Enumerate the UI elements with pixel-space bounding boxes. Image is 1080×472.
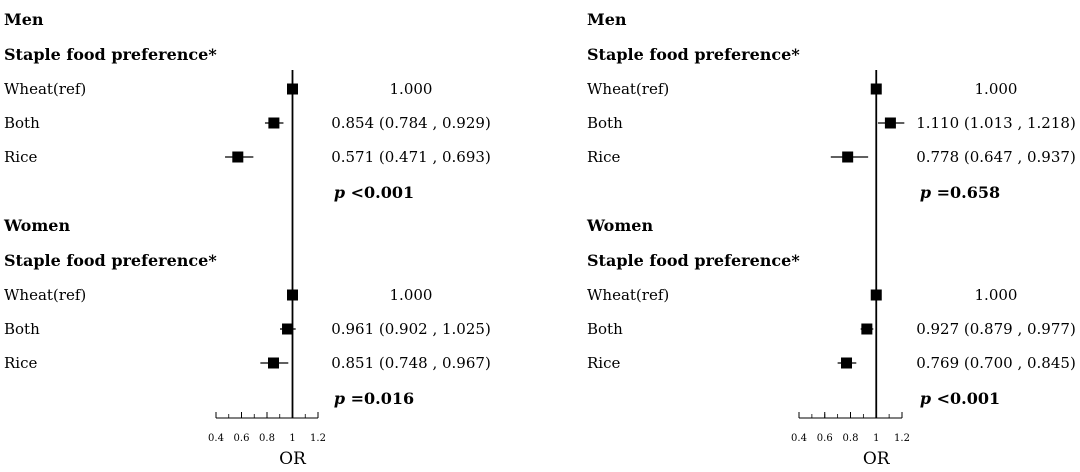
x-tick-label: 0.6 [234, 433, 250, 444]
row-label: Wheat(ref) [587, 80, 669, 98]
group-title-women: Women [586, 216, 653, 235]
x-axis-title: OR [279, 449, 307, 469]
x-tick-label: 1.2 [310, 433, 326, 444]
or-value-text: 1.000 [390, 80, 433, 98]
p-value-number: =0.016 [345, 389, 414, 408]
or-point-marker [841, 357, 853, 369]
p-value-number: =0.658 [931, 183, 1000, 202]
row-label: Rice [587, 148, 620, 166]
x-tick-label: 0.8 [843, 433, 859, 444]
or-value-text: 0.769 (0.700 , 0.845) [916, 354, 1076, 372]
subgroup-header: Staple food preference* [4, 251, 217, 270]
x-tick-label: 0.4 [208, 433, 224, 444]
or-value-text: 1.000 [390, 286, 433, 304]
or-value-text: 1.000 [975, 286, 1018, 304]
or-point-marker [842, 151, 854, 163]
row-label: Wheat(ref) [587, 286, 669, 304]
row-label: Rice [4, 148, 37, 166]
row-label: Rice [587, 354, 620, 372]
or-point-marker [861, 323, 873, 335]
row-label: Rice [4, 354, 37, 372]
or-value-text: 0.927 (0.879 , 0.977) [916, 320, 1076, 338]
row-label: Both [587, 320, 623, 338]
p-value: p <0.001 [334, 183, 414, 202]
or-point-marker [884, 117, 896, 129]
p-value-number: <0.001 [345, 183, 414, 202]
p-value: p <0.001 [920, 389, 1000, 408]
x-axis-title: OR [863, 449, 891, 469]
x-tick-label: 0.8 [259, 433, 275, 444]
or-value-text: 1.110 (1.013 , 1.218) [916, 114, 1076, 132]
row-label: Both [4, 114, 40, 132]
or-value-text: 0.854 (0.784 , 0.929) [331, 114, 491, 132]
or-value-text: 0.571 (0.471 , 0.693) [331, 148, 491, 166]
subgroup-header: Staple food preference* [587, 251, 800, 270]
subgroup-header: Staple food preference* [587, 45, 800, 64]
p-symbol: p [334, 389, 345, 408]
row-label: Wheat(ref) [4, 80, 86, 98]
group-title-men: Men [4, 10, 44, 29]
or-value-text: 1.000 [975, 80, 1018, 98]
p-value-number: <0.001 [931, 389, 1000, 408]
p-symbol: p [920, 183, 931, 202]
or-value-text: 0.851 (0.748 , 0.967) [331, 354, 491, 372]
x-tick-label: 1.2 [894, 433, 910, 444]
x-tick-label: 0.4 [791, 433, 807, 444]
subgroup-header: Staple food preference* [4, 45, 217, 64]
p-symbol: p [920, 389, 931, 408]
row-label: Wheat(ref) [4, 286, 86, 304]
p-value: p =0.016 [334, 389, 414, 408]
row-label: Both [4, 320, 40, 338]
group-title-men: Men [587, 10, 627, 29]
group-title-women: Women [3, 216, 70, 235]
or-point-marker [232, 151, 244, 163]
x-tick-label: 1 [873, 433, 879, 444]
x-tick-label: 0.6 [817, 433, 833, 444]
or-point-marker [268, 357, 280, 369]
p-value: p =0.658 [920, 183, 1000, 202]
row-label: Both [587, 114, 623, 132]
or-point-marker [268, 117, 280, 129]
p-symbol: p [334, 183, 345, 202]
x-tick-label: 1 [289, 433, 295, 444]
or-value-text: 0.778 (0.647 , 0.937) [916, 148, 1076, 166]
or-value-text: 0.961 (0.902 , 1.025) [331, 320, 491, 338]
or-point-marker [282, 323, 294, 335]
